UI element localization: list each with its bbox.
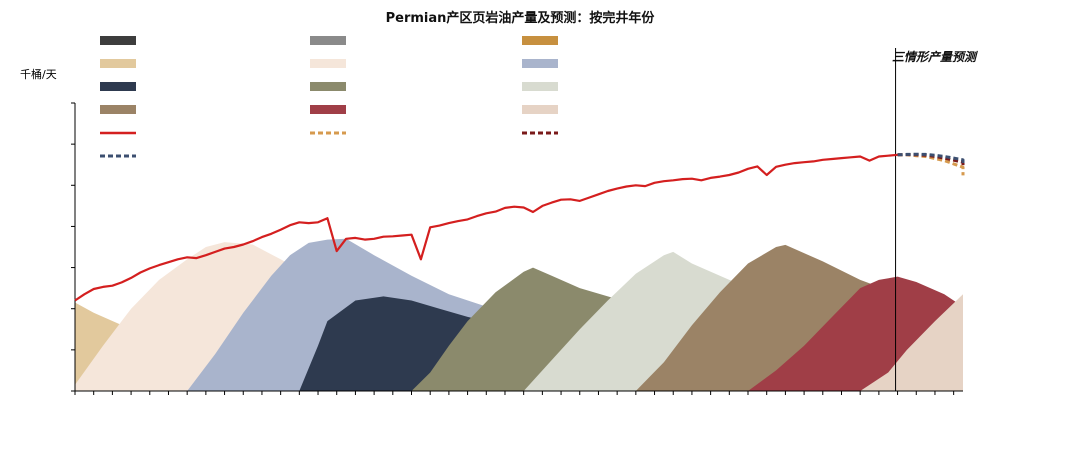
area-2025E bbox=[860, 232, 963, 391]
legend-swatch bbox=[522, 59, 558, 68]
series-line-1 bbox=[897, 153, 965, 176]
legend-swatch bbox=[100, 105, 136, 114]
legend-swatch bbox=[100, 59, 136, 68]
line-series bbox=[74, 152, 965, 302]
legend-swatch bbox=[310, 82, 346, 91]
y-axis bbox=[71, 102, 75, 392]
y-axis-label: 千桶/天 bbox=[20, 67, 57, 81]
legend-swatch bbox=[310, 36, 346, 45]
legend-swatch bbox=[100, 36, 136, 45]
legend-swatch bbox=[522, 105, 558, 114]
series-line-2 bbox=[897, 153, 965, 168]
x-axis bbox=[74, 391, 955, 395]
area-layers bbox=[75, 232, 963, 391]
forecast-label: 三情形产量预测 bbox=[892, 50, 978, 64]
chart-title: Permian产区页岩油产量及预测：按完井年份 bbox=[386, 10, 656, 26]
legend-swatch bbox=[522, 82, 558, 91]
legend-swatch bbox=[310, 59, 346, 68]
legend-swatch bbox=[100, 82, 136, 91]
legend-swatch bbox=[522, 36, 558, 45]
legend bbox=[100, 36, 558, 158]
series-line-3 bbox=[897, 152, 965, 165]
series-line-0 bbox=[74, 153, 898, 302]
legend-swatch bbox=[310, 105, 346, 114]
axes bbox=[74, 48, 963, 392]
